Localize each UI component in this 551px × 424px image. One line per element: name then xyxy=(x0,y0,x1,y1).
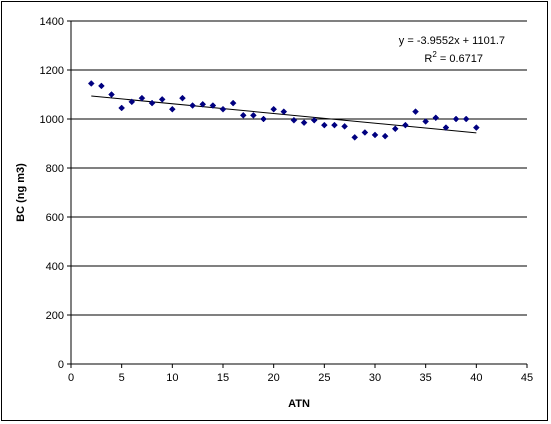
x-tick-label-5: 25 xyxy=(318,372,330,384)
data-point-15 xyxy=(239,111,247,119)
data-point-7 xyxy=(158,96,166,103)
r-squared-value: = 0.6717 xyxy=(437,53,483,65)
data-point-31 xyxy=(402,121,409,129)
y-tick-labels: 0 200 400 600 800 1000 1200 1400 xyxy=(40,16,71,371)
data-point-1 xyxy=(98,82,105,90)
data-point-36 xyxy=(452,115,460,123)
data-point-10 xyxy=(189,102,196,109)
data-point-27 xyxy=(361,129,369,136)
x-tick-label-1: 5 xyxy=(119,372,125,384)
data-point-35 xyxy=(442,124,450,131)
data-point-6 xyxy=(148,99,156,107)
data-point-34 xyxy=(432,114,440,122)
x-tick-label-7: 35 xyxy=(420,372,432,384)
data-point-37 xyxy=(462,115,470,123)
trendline-equation: y = -3.9552x + 1101.7 xyxy=(399,35,505,47)
data-point-32 xyxy=(412,108,419,116)
axes xyxy=(70,21,527,365)
y-tick-label-5: 1000 xyxy=(40,114,64,126)
x-tick-label-3: 15 xyxy=(217,372,229,384)
data-point-14 xyxy=(229,99,237,107)
data-point-3 xyxy=(118,104,126,112)
data-point-9 xyxy=(179,94,186,102)
data-point-18 xyxy=(270,105,278,113)
x-axis-title: ATN xyxy=(288,398,310,410)
data-point-20 xyxy=(290,116,298,124)
data-point-0 xyxy=(87,80,95,87)
data-point-8 xyxy=(168,105,176,113)
data-point-13 xyxy=(219,105,227,113)
data-point-16 xyxy=(250,111,257,119)
y-tick-label-3: 600 xyxy=(46,212,64,224)
r-squared-label: R2 = 0.6717 xyxy=(424,50,483,65)
r-squared-prefix: R xyxy=(424,53,432,65)
y-tick-label-2: 400 xyxy=(46,261,64,273)
y-tick-label-7: 1400 xyxy=(40,16,64,28)
x-tick-labels: 0 5 10 15 20 25 30 35 40 45 xyxy=(68,364,533,384)
data-point-24 xyxy=(331,121,338,129)
r-squared-superscript: 2 xyxy=(432,50,437,59)
y-tick-label-6: 1200 xyxy=(40,65,64,77)
data-point-19 xyxy=(280,108,288,116)
data-point-2 xyxy=(108,91,115,98)
x-tick-label-0: 0 xyxy=(68,372,74,384)
data-point-26 xyxy=(351,134,359,141)
data-point-17 xyxy=(260,115,267,123)
data-point-11 xyxy=(199,100,207,108)
x-tick-label-2: 10 xyxy=(166,372,178,384)
x-tick-label-6: 30 xyxy=(369,372,381,384)
y-tick-label-0: 0 xyxy=(58,359,64,371)
data-point-4 xyxy=(128,98,136,106)
data-point-21 xyxy=(300,119,308,127)
data-point-25 xyxy=(341,122,348,130)
data-point-33 xyxy=(422,118,430,125)
data-point-28 xyxy=(371,131,379,139)
x-tick-label-4: 20 xyxy=(268,372,280,384)
data-point-22 xyxy=(310,116,318,124)
y-tick-label-1: 200 xyxy=(46,310,64,322)
x-tick-label-9: 45 xyxy=(521,372,533,384)
gridlines xyxy=(71,20,527,316)
data-point-30 xyxy=(391,125,399,133)
x-tick-label-8: 40 xyxy=(470,372,482,384)
data-point-5 xyxy=(138,94,146,102)
data-point-23 xyxy=(320,121,328,129)
y-axis-title: BC (ng m3) xyxy=(15,163,27,222)
y-tick-label-4: 800 xyxy=(46,163,64,175)
data-points xyxy=(87,80,480,141)
data-point-38 xyxy=(472,124,480,131)
data-point-29 xyxy=(381,132,389,140)
data-point-12 xyxy=(209,102,217,109)
